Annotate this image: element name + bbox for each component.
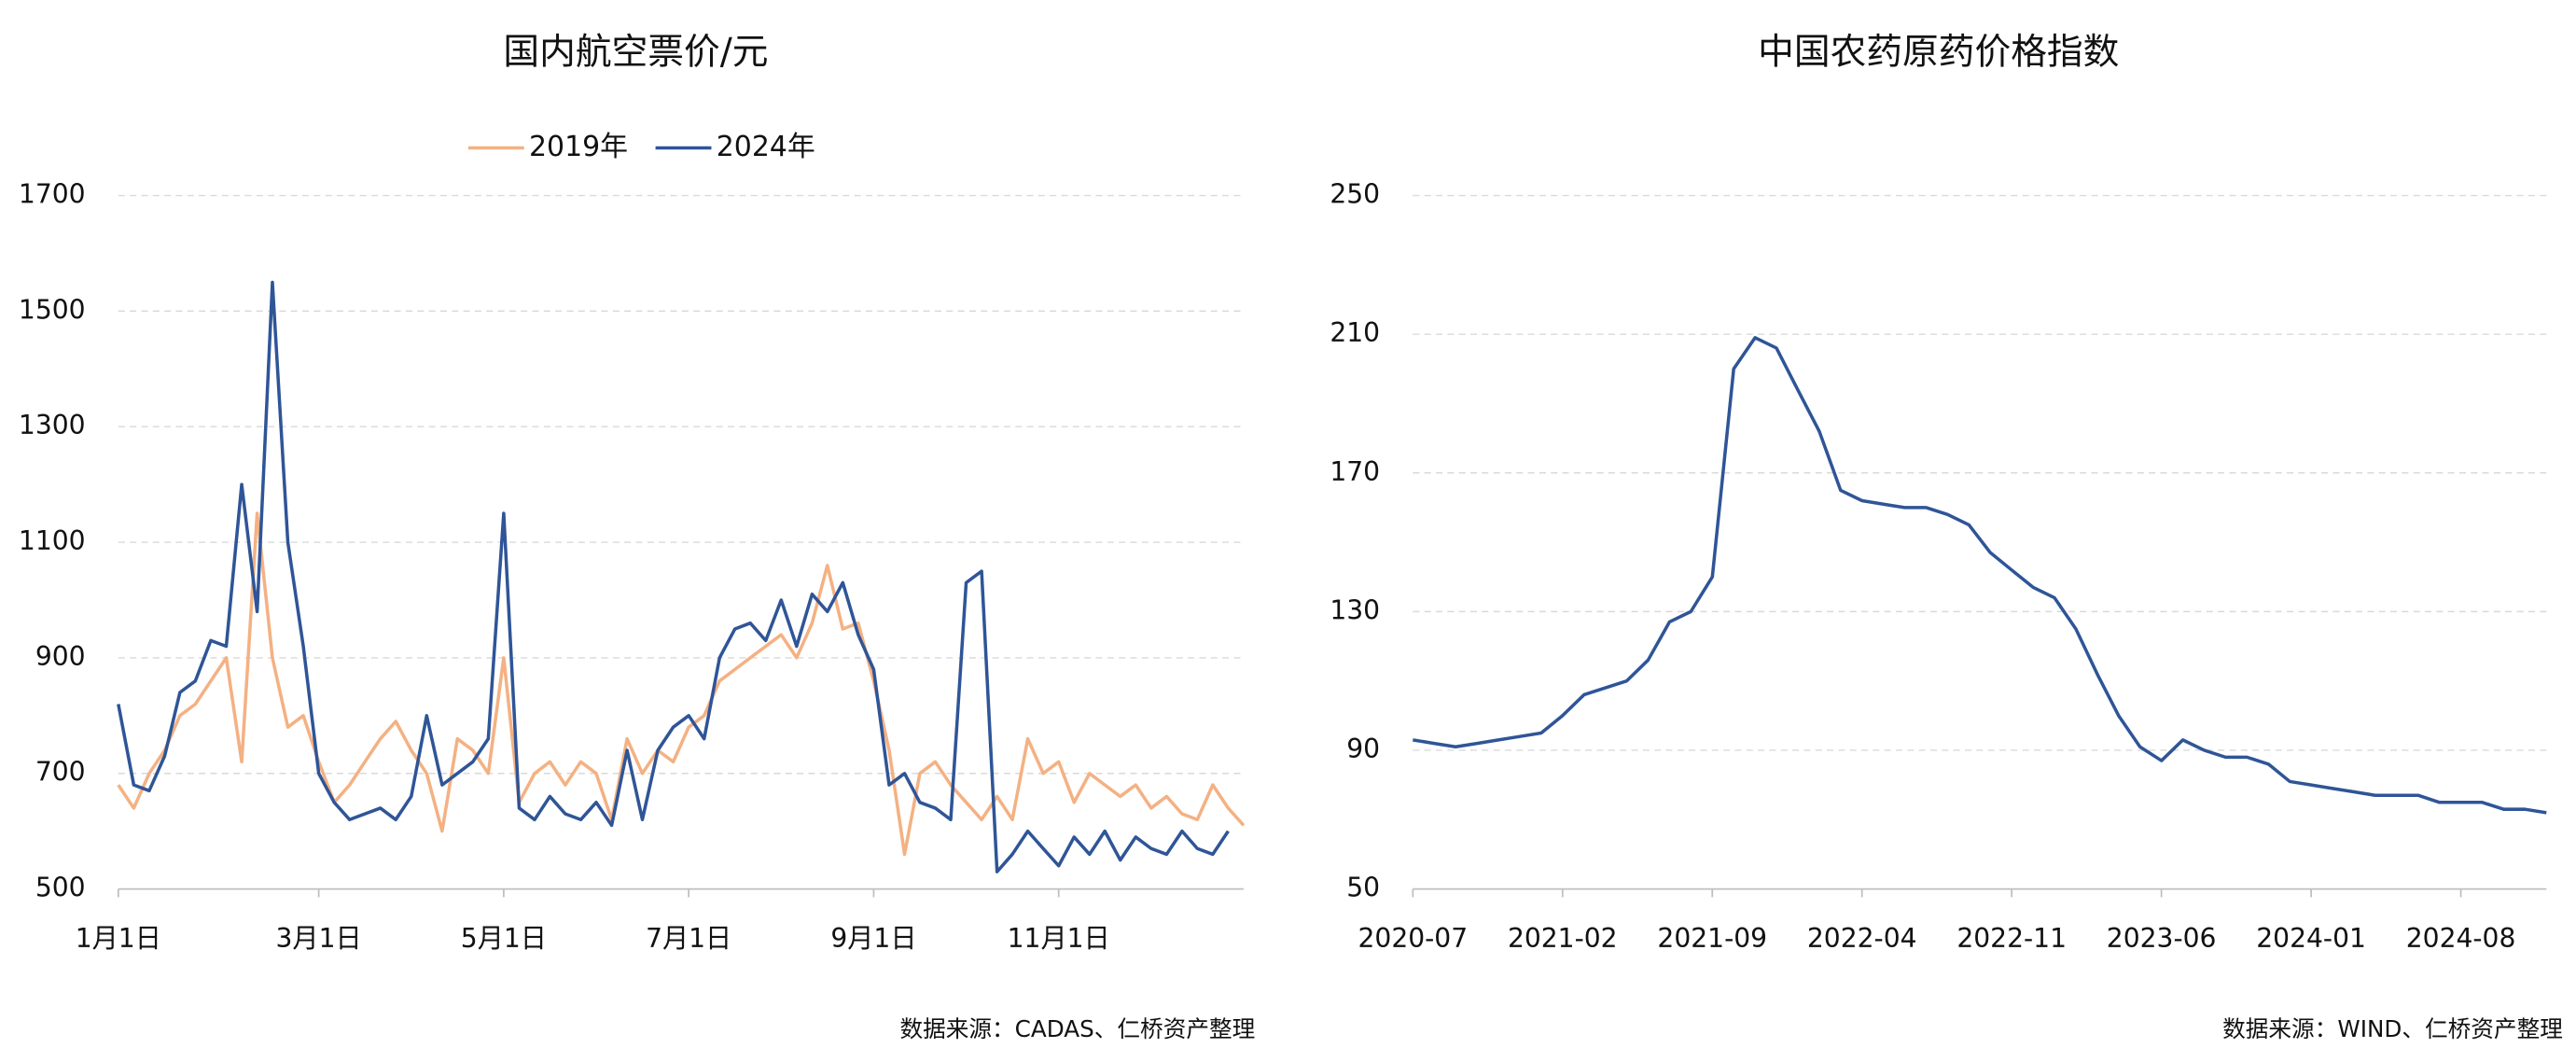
y-tick-label: 90 [1346,734,1380,764]
x-tick-label: 2021-09 [1657,923,1767,954]
x-tick-label: 2023-06 [2107,923,2217,954]
y-tick-label: 1100 [19,525,86,556]
data-line [1413,336,2547,815]
chart-title: 国内航空票价/元 [503,32,768,74]
x-tick-label: 11月1日 [1008,923,1110,954]
y-tick-label: 210 [1330,317,1380,348]
x-tick-label: 2024-08 [2406,923,2516,954]
x-tick-label: 1月1日 [76,923,161,954]
x-tick-label: 2022-11 [1956,923,2067,954]
y-tick-label: 500 [35,873,86,903]
x-tick-label: 2022-04 [1807,923,1917,954]
x-tick-label: 7月1日 [646,923,731,954]
y-tick-label: 130 [1330,594,1380,625]
chart-title: 中国农药原药价格指数 [1758,32,2119,74]
y-tick-label: 900 [35,641,86,672]
data-line [117,280,1230,873]
x-tick-label: 5月1日 [461,923,547,954]
y-tick-label: 1700 [19,179,86,210]
x-tick-label: 9月1日 [830,923,916,954]
x-tick-label: 2024-01 [2256,923,2366,954]
x-tick-label: 3月1日 [276,923,362,954]
x-tick-label: 2020-07 [1358,923,1468,954]
y-tick-label: 250 [1330,179,1380,210]
source: 数据来源：WIND、仁桥资产整理 [2222,1015,2563,1042]
x-tick-label: 2021-02 [1508,923,1618,954]
y-tick-label: 1300 [19,410,86,440]
data-line [117,511,1246,857]
y-tick-label: 170 [1330,456,1380,487]
legend-label: 2019年 [529,131,628,163]
source: 数据来源：CADAS、仁桥资产整理 [899,1015,1255,1042]
y-tick-label: 50 [1346,873,1380,903]
y-tick-label: 1500 [19,294,86,325]
y-tick-label: 700 [35,757,86,788]
legend-label: 2024年 [717,131,815,163]
